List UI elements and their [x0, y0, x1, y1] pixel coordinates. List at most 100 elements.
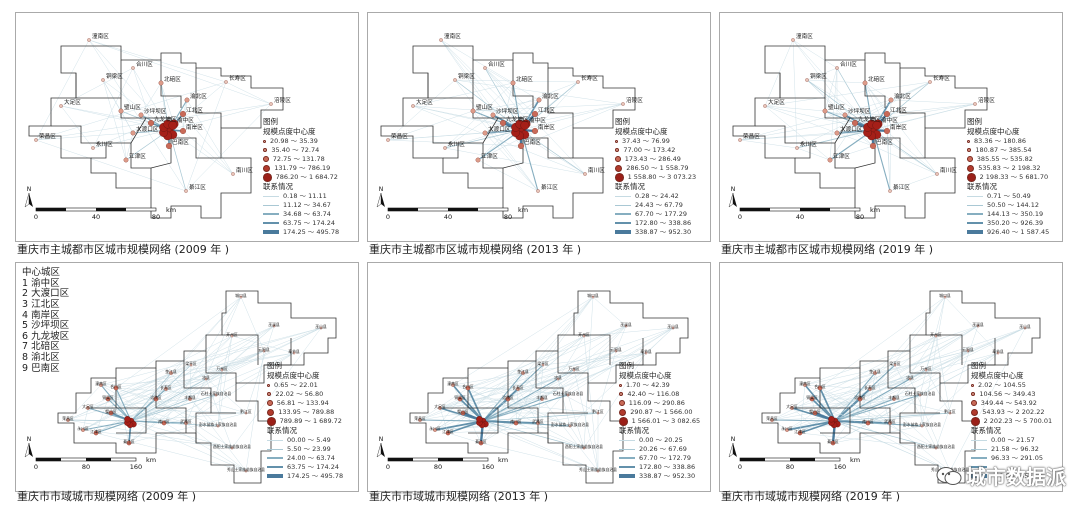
network-link [439, 407, 599, 472]
network-link [484, 132, 539, 192]
legend-link-symbol [263, 230, 279, 234]
network-link [452, 296, 594, 386]
district-label: 永川区 [448, 140, 465, 148]
network-link [864, 82, 938, 175]
network-node [453, 78, 457, 82]
network-link [110, 412, 187, 424]
legend-node-symbol [971, 408, 979, 416]
network-node [892, 397, 896, 401]
district-boundary [926, 334, 963, 365]
legend-link-symbol [971, 465, 987, 469]
network-node [475, 157, 481, 163]
network-node [812, 410, 818, 416]
legend-node-row: 385.55 ～ 535.82 [967, 155, 1049, 164]
legend-node-label: 2.02 ～ 104.55 [978, 380, 1026, 389]
district-label: 酉阳土家族苗族自治县 [565, 444, 603, 449]
legend-link-label: 174.25 ～ 495.78 [287, 471, 344, 480]
network-link [480, 378, 559, 444]
network-link [771, 419, 788, 431]
center-district-list: 中心城区 1 渝中区 2 大渡口区 3 江北区 4 南岸区 5 沙坪坝区 6 九… [22, 267, 70, 374]
network-node [770, 418, 774, 422]
network-link [771, 398, 895, 421]
district-boundary [472, 98, 498, 119]
district-label: 合川区 [462, 384, 474, 389]
district-label: 合川区 [840, 60, 857, 68]
district-boundary [28, 45, 284, 219]
legend-node-label: 535.83 ～ 2 198.32 [978, 163, 1041, 172]
network-node [591, 295, 595, 299]
network-node [113, 385, 119, 391]
district-label: 南川区 [158, 419, 170, 424]
scale-tick-label: 80 [856, 213, 864, 221]
legend-link-row: 144.13 ～ 350.19 [967, 210, 1049, 219]
network-link [155, 350, 265, 400]
network-node [99, 383, 103, 387]
district-label: 酉阳土家族苗族自治县 [213, 444, 251, 449]
center-list-item: 6 九龙坡区 [22, 330, 70, 342]
network-link [482, 420, 517, 424]
map-panel-2009-metro: 潼南区 合川区 铜梁区 北碚区 渝北区 长寿区 大足区 璧山区 沙坪坝区 江北区 涪陵区 九龙坡区 大渡… [15, 12, 359, 242]
district-label: 合川区 [110, 384, 122, 389]
district-label: 南川区 [940, 166, 957, 174]
network-node [188, 397, 192, 401]
network-link [482, 412, 599, 422]
network-link [541, 350, 617, 400]
network-link [949, 327, 1026, 472]
network-link [217, 335, 233, 427]
network-link [834, 420, 937, 449]
network-link [520, 129, 586, 175]
network-link [467, 325, 627, 389]
legend-node-row: 83.36 ～ 180.86 [967, 137, 1049, 146]
legend-link-label: 00.00 ～ 5.49 [287, 435, 331, 444]
legend-link-label: 5.50 ～ 23.99 [287, 444, 331, 453]
network-node [541, 363, 545, 367]
network-node [158, 80, 164, 86]
network-link [592, 296, 627, 327]
scale-tick-label: 0 [386, 213, 390, 221]
legend-node-title: 规模点度中心度 [971, 370, 1024, 380]
network-link [925, 369, 951, 414]
network-node [231, 172, 235, 176]
network-node [386, 138, 390, 142]
network-node [828, 416, 835, 423]
district-boundaries [380, 45, 636, 219]
legend-link-label: 350.20 ～ 926.39 [987, 218, 1044, 227]
legend-node-row: 789.89 ～ 1 689.72 [267, 416, 343, 426]
network-node [34, 138, 38, 142]
network-link [480, 442, 599, 472]
network-link [854, 81, 931, 124]
scale-tick-label: 40 [796, 213, 804, 221]
svg-text:N: N [27, 436, 32, 443]
network-link [87, 407, 247, 414]
legend-link-row: 0.00 ～ 20.25 [619, 436, 700, 445]
district-label: 南岸区 [186, 123, 203, 131]
legend-link-row: 63.75 ～ 174.24 [267, 463, 343, 472]
district-label: 渝北区 [190, 92, 207, 100]
network-node [531, 110, 539, 118]
legend-node-symbol [967, 156, 973, 163]
legend-node-row: 133.95 ～ 789.88 [267, 408, 343, 417]
network-link [482, 327, 674, 422]
network-node [411, 104, 415, 108]
district-boundary [403, 125, 459, 159]
network-link [452, 384, 469, 389]
scale-tick-label: 40 [444, 213, 452, 221]
district-label: 璧山区 [124, 103, 141, 111]
network-node [123, 157, 129, 163]
legend-node-label: 131.79 ～ 786.19 [274, 163, 331, 172]
district-label: 涪陵区 [978, 96, 995, 104]
network-node [671, 326, 675, 330]
network-link [482, 398, 543, 422]
legend-link-symbol [619, 474, 635, 478]
district-label: 涪陵区 [854, 395, 866, 400]
legend-node-symbol [967, 139, 970, 143]
district-label: 綦江区 [189, 183, 206, 191]
network-link [583, 352, 647, 449]
district-boundaries [761, 290, 1041, 484]
district-label: 大足区 [434, 404, 446, 409]
network-node [920, 424, 924, 428]
legend-node-symbol [263, 148, 268, 153]
network-link [245, 325, 275, 414]
district-label: 长寿区 [512, 385, 524, 390]
district-label: 巫溪县 [972, 322, 984, 327]
